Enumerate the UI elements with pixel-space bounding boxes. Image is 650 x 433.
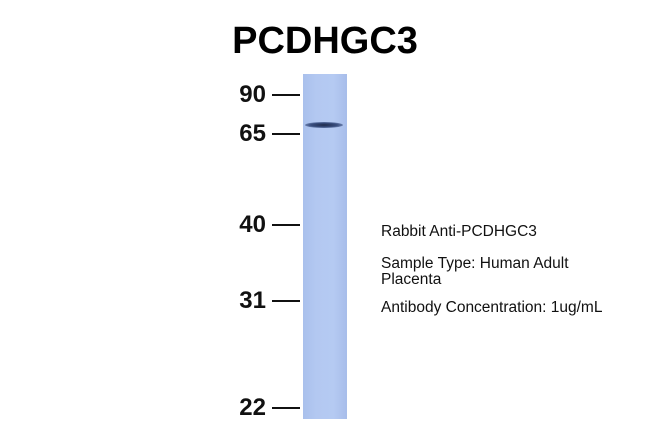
marker-22: 22 [220,393,302,423]
marker-tick [272,300,300,302]
antibody-label: Rabbit Anti-PCDHGC3 [381,223,537,240]
concentration-label: Antibody Concentration: 1ug/mL [381,299,603,316]
marker-label: 90 [239,81,266,108]
protein-band [305,122,343,128]
marker-tick [272,224,300,226]
marker-90: 90 [220,80,302,110]
figure-title: PCDHGC3 [0,20,650,63]
marker-label: 65 [239,120,266,147]
blot-lane [303,74,347,419]
marker-label: 40 [239,211,266,238]
title-text: PCDHGC3 [232,20,418,62]
marker-tick [272,133,300,135]
sample-type-label: Sample Type: Human Adult Placenta [381,255,569,288]
marker-65: 65 [220,119,302,149]
marker-31: 31 [220,286,302,316]
marker-40: 40 [220,210,302,240]
marker-label: 31 [239,287,266,314]
marker-label: 22 [239,394,266,421]
marker-tick [272,94,300,96]
marker-tick [272,407,300,409]
